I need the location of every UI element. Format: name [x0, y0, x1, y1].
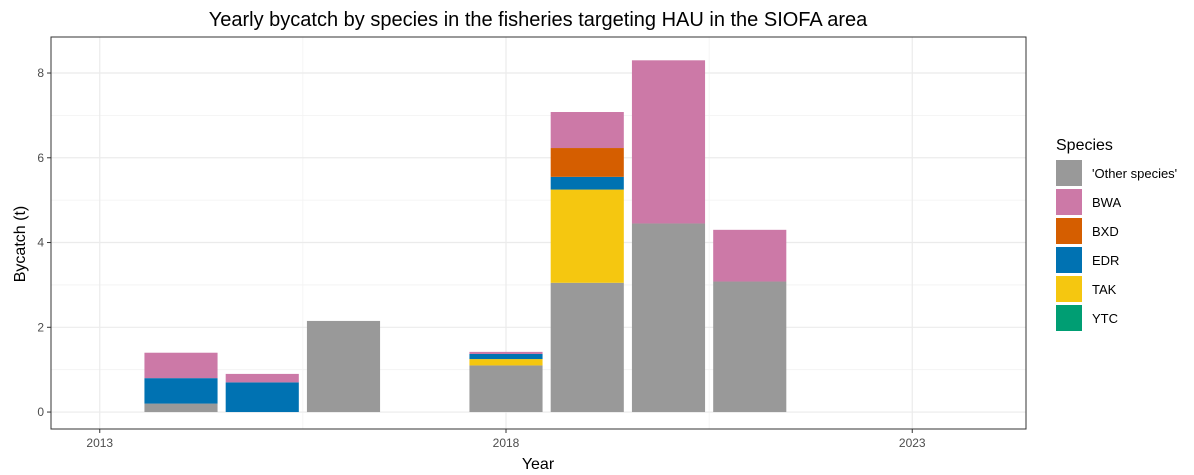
y-tick-label: 6: [37, 151, 44, 165]
y-axis: 0 2 4 6 8: [37, 66, 51, 419]
bar-segment: [144, 403, 218, 413]
legend-swatch: [1056, 160, 1082, 186]
legend-label: 'Other species': [1092, 166, 1177, 181]
y-tick-label: 2: [37, 320, 44, 334]
legend-title: Species: [1056, 137, 1113, 154]
bar-segment: [469, 353, 543, 360]
x-axis-title: Year: [522, 456, 555, 473]
legend-label: BWA: [1092, 195, 1121, 210]
bar-segment: [550, 189, 624, 283]
bar-segment: [469, 351, 543, 354]
legend-swatch: [1056, 247, 1082, 273]
bars: [144, 60, 787, 413]
chart-title: Yearly bycatch by species in the fisheri…: [209, 9, 868, 31]
bar-segment: [550, 112, 624, 149]
legend-label: BXD: [1092, 224, 1119, 239]
bar-segment: [713, 229, 787, 282]
x-tick-label: 2018: [493, 436, 520, 450]
x-tick-label: 2013: [86, 436, 113, 450]
y-tick-label: 8: [37, 66, 44, 80]
legend-swatch: [1056, 305, 1082, 331]
bar-segment: [550, 148, 624, 177]
bar-segment: [550, 176, 624, 190]
plot-panel: [50, 36, 1027, 430]
legend-swatch: [1056, 218, 1082, 244]
x-tick-label: 2023: [899, 436, 926, 450]
legend-swatch: [1056, 276, 1082, 302]
legend-label: TAK: [1092, 282, 1117, 297]
legend-label: EDR: [1092, 253, 1119, 268]
bar-segment: [225, 373, 299, 383]
bar-segment: [550, 282, 624, 413]
bar-segment: [469, 359, 543, 366]
legend-swatch: [1056, 189, 1082, 215]
legend-label: YTC: [1092, 311, 1118, 326]
bar-segment: [225, 382, 299, 413]
bar-segment: [306, 320, 381, 413]
bar-segment: [469, 365, 543, 413]
y-axis-title: Bycatch (t): [12, 206, 29, 282]
y-tick-label: 4: [37, 236, 44, 250]
x-axis: 2013 2018 2023: [86, 429, 926, 450]
bar-segment: [713, 281, 787, 413]
legend: Species 'Other species' BWA BXD EDR TAK YTC: [1056, 137, 1177, 331]
bar-segment: [144, 378, 218, 404]
y-tick-label: 0: [37, 405, 44, 419]
bar-segment: [631, 223, 706, 413]
bar-segment: [144, 352, 218, 379]
bar-segment: [631, 60, 706, 224]
